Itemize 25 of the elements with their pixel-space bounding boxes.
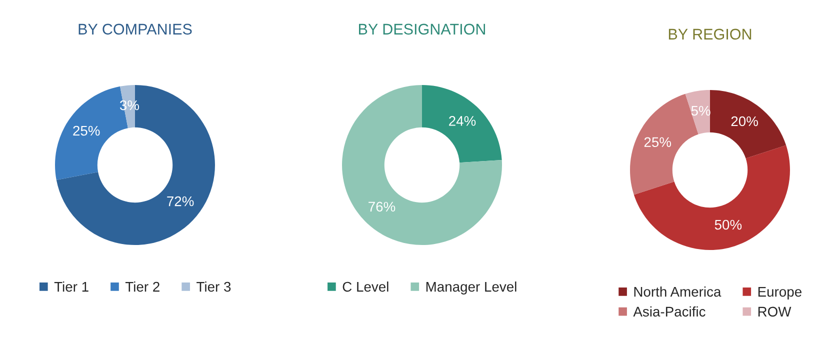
data-label: 20% bbox=[731, 116, 758, 126]
donut-slice bbox=[342, 85, 502, 245]
donut-slice bbox=[56, 85, 215, 245]
data-label: 72% bbox=[167, 196, 194, 206]
data-label: 25% bbox=[644, 137, 672, 148]
legend-label: Tier 1 bbox=[54, 282, 88, 292]
donut-slice bbox=[685, 90, 710, 134]
legend-label: Asia-Pacific bbox=[633, 306, 706, 317]
legend-label: Tier 3 bbox=[196, 282, 231, 292]
data-label: 76% bbox=[368, 202, 396, 212]
data-label: 50% bbox=[714, 220, 742, 230]
legend-label: ROW bbox=[758, 306, 792, 317]
donut-slice bbox=[634, 145, 790, 250]
legend-label: North America bbox=[634, 286, 722, 297]
legend-label: Europe bbox=[758, 287, 802, 300]
legend-label: C Level bbox=[342, 282, 388, 292]
donut-slice bbox=[422, 85, 502, 163]
data-label: 25% bbox=[73, 126, 100, 136]
legend-label: Tier 2 bbox=[125, 282, 160, 292]
legend-label: Manager Level bbox=[426, 282, 516, 294]
donut-slice bbox=[710, 90, 786, 158]
chart-title: BY REGION bbox=[668, 28, 752, 40]
data-label: 24% bbox=[449, 116, 476, 126]
chart-title: BY DESIGNATION bbox=[359, 24, 485, 35]
chart-title: BY COMPANIES bbox=[78, 24, 192, 35]
